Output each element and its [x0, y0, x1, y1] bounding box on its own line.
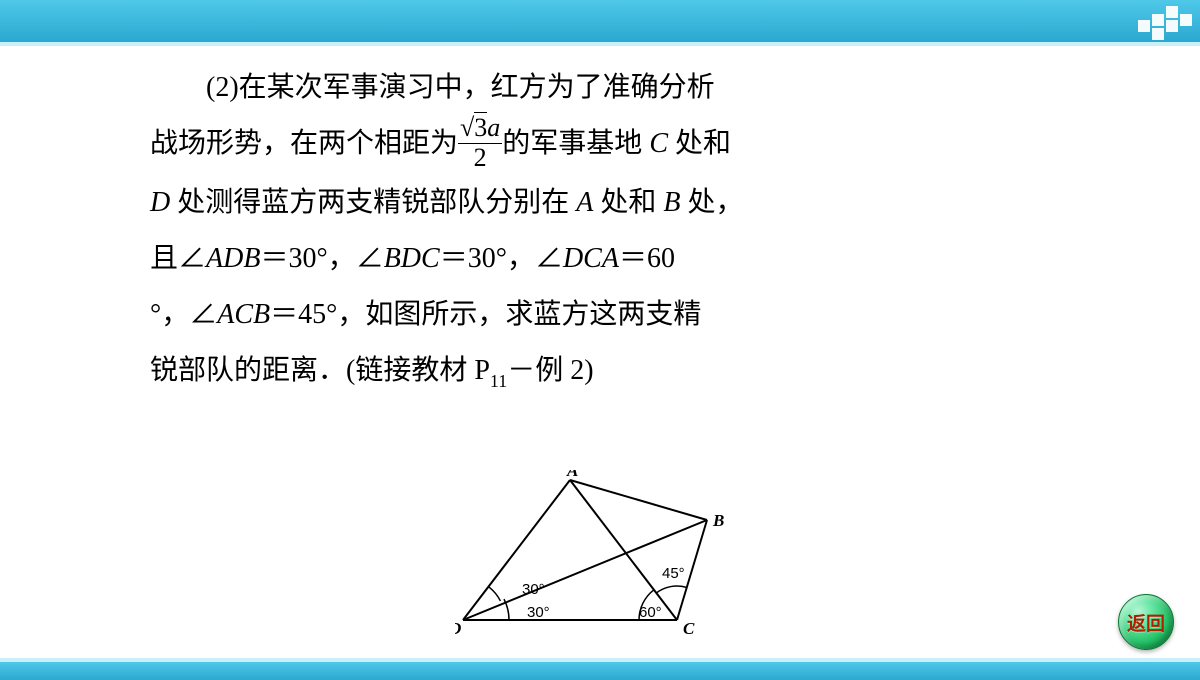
- angle-bdc: BDC: [384, 243, 440, 274]
- problem-line2c: 处和: [668, 128, 731, 159]
- var-b: B: [663, 187, 680, 218]
- ref-open: (链接教材 P: [346, 355, 490, 386]
- problem-line2a: 战场形势，在两个相距为: [150, 128, 458, 159]
- angle-adb: ADB: [206, 243, 260, 274]
- slide-top-light: [0, 42, 1200, 46]
- angle-dca: DCA: [563, 243, 619, 274]
- angle-dca-val: 60: [647, 243, 675, 274]
- problem-line1a: 在某次军事演习中，红方为了准确分析: [239, 72, 715, 103]
- problem-line6a: 锐部队的距离．: [150, 355, 346, 386]
- problem-line3c: 处，: [680, 187, 743, 218]
- svg-text:60°: 60°: [639, 604, 662, 621]
- var-a: A: [576, 187, 593, 218]
- svg-text:A: A: [566, 470, 578, 480]
- svg-text:30°: 30°: [522, 581, 545, 598]
- var-d: D: [150, 187, 170, 218]
- angle-adb-val: 30°: [288, 243, 327, 274]
- problem-line4a: 且∠: [150, 243, 206, 274]
- angle-bdc-val: 30°: [468, 243, 507, 274]
- problem-text: (2)在某次军事演习中，红方为了准确分析 战场形势，在两个相距为√3a2的军事基…: [150, 60, 1050, 399]
- ref-sub: 11: [490, 371, 507, 391]
- problem-line5b: ，如图所示，求蓝方这两支精: [337, 299, 701, 330]
- svg-text:C: C: [683, 619, 695, 638]
- slide-top-border: [0, 0, 1200, 42]
- problem-line2b: 的军事基地: [502, 128, 649, 159]
- svg-text:30°: 30°: [527, 604, 550, 621]
- angle-acb: ACB: [217, 299, 270, 330]
- problem-line3b: 处和: [593, 187, 663, 218]
- return-button-label: 返回: [1127, 609, 1165, 636]
- problem-line3a: 处测得蓝方两支精锐部队分别在: [170, 187, 576, 218]
- angle-acb-val: 45°: [298, 299, 337, 330]
- ref-close: －例 2): [507, 355, 593, 386]
- slide-bottom-border: [0, 662, 1200, 680]
- fraction: √3a2: [458, 114, 502, 172]
- svg-text:D: D: [455, 619, 461, 638]
- svg-text:45°: 45°: [662, 565, 685, 582]
- var-c: C: [649, 128, 668, 159]
- problem-prefix: (2): [206, 72, 239, 103]
- geometry-diagram: 30° 30° 60° 45° A B C D: [455, 470, 745, 650]
- svg-text:B: B: [712, 511, 724, 530]
- return-button[interactable]: 返回: [1118, 594, 1174, 650]
